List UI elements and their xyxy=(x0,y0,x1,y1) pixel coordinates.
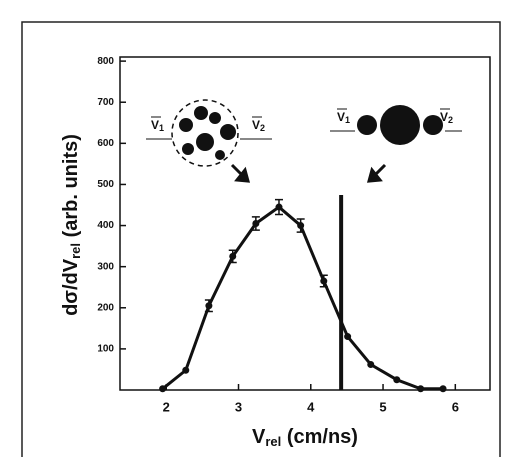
data-point xyxy=(229,252,237,260)
data-point xyxy=(297,222,305,230)
velocity-sub: 1 xyxy=(345,115,350,125)
data-line xyxy=(161,205,444,391)
velocity-label: V1 xyxy=(337,110,350,125)
data-point xyxy=(417,385,425,393)
data-point xyxy=(182,366,190,374)
y-tick-label: 500 xyxy=(97,179,114,190)
y-tick-label: 700 xyxy=(97,97,114,108)
y-label-main: dσ/dV xyxy=(60,258,82,316)
velocity-main: V xyxy=(440,110,448,124)
x-tick-label: 3 xyxy=(235,399,242,414)
y-tick-label: 100 xyxy=(97,344,114,355)
x-axis-label: Vrel (cm/ns) xyxy=(252,426,358,449)
cluster-inset xyxy=(146,99,272,183)
x-label-unit: (cm/ns) xyxy=(281,426,358,448)
data-point xyxy=(205,302,213,310)
y-axis-label: dσ/dVrel (arb. units) xyxy=(60,134,83,316)
data-point xyxy=(320,277,328,285)
data-point xyxy=(275,203,283,211)
velocity-label: V2 xyxy=(440,110,453,125)
x-label-main: V xyxy=(252,426,266,448)
y-label-unit: (arb. units) xyxy=(60,134,82,243)
velocity-main: V xyxy=(252,118,260,132)
y-label-sub: rel xyxy=(68,243,83,259)
y-tick-label: 800 xyxy=(97,56,114,67)
plot-frame xyxy=(119,56,491,391)
velocity-label: V2 xyxy=(252,118,265,133)
velocity-label: V1 xyxy=(151,118,164,133)
y-tick-label: 200 xyxy=(97,302,114,313)
y-tick-label: 400 xyxy=(97,220,114,231)
velocity-main: V xyxy=(151,118,159,132)
data-point xyxy=(439,385,447,393)
x-tick-label: 5 xyxy=(379,399,386,414)
velocity-sub: 2 xyxy=(260,123,265,133)
x-tick-label: 2 xyxy=(163,399,170,414)
x-tick-label: 4 xyxy=(307,399,315,414)
data-point xyxy=(159,385,167,393)
velocity-main: V xyxy=(337,110,345,124)
y-tick-label: 600 xyxy=(97,138,114,149)
data-point xyxy=(252,220,260,227)
x-tick-label: 6 xyxy=(452,399,459,414)
velocity-sub: 2 xyxy=(448,115,453,125)
data-point xyxy=(367,361,375,369)
data-point xyxy=(393,376,401,384)
y-tick-label: 300 xyxy=(97,261,114,272)
frame xyxy=(21,21,501,457)
x-label-sub: rel xyxy=(265,434,281,449)
data-point xyxy=(344,333,352,341)
dimer-inset xyxy=(330,105,462,183)
velocity-sub: 1 xyxy=(159,123,164,133)
